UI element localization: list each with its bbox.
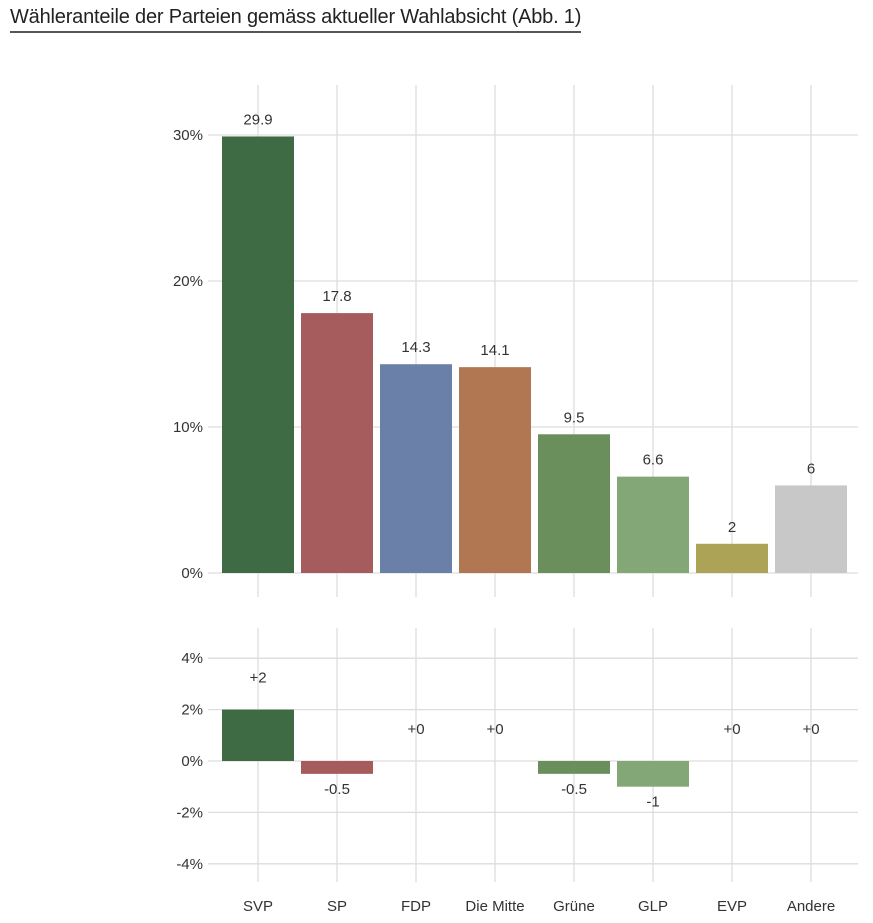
x-tick-label: EVP — [717, 898, 747, 915]
data-label: -0.5 — [324, 781, 350, 798]
data-label: 2 — [728, 519, 736, 536]
x-tick-label: GLP — [638, 898, 668, 915]
data-label: 6.6 — [643, 452, 664, 469]
data-label: 6 — [807, 460, 815, 477]
y-tick-label: 0% — [181, 753, 203, 770]
x-tick-label: FDP — [401, 898, 431, 915]
y-tick-label: 10% — [173, 419, 203, 436]
data-label: +0 — [407, 721, 424, 738]
x-tick-label: SP — [327, 898, 347, 915]
data-label: 29.9 — [243, 111, 272, 128]
y-tick-label: -4% — [176, 856, 203, 873]
y-tick-label: 2% — [181, 702, 203, 719]
data-label: -0.5 — [561, 781, 587, 798]
x-tick-label: Die Mitte — [465, 898, 524, 915]
bar-andere — [775, 485, 847, 573]
data-label: +2 — [249, 670, 266, 687]
data-label: +0 — [802, 721, 819, 738]
y-tick-label: -2% — [176, 804, 203, 821]
bar-glp — [617, 476, 689, 573]
data-label: +0 — [486, 721, 503, 738]
bar-svp — [222, 709, 294, 761]
data-label: 14.1 — [480, 342, 509, 359]
y-tick-label: 4% — [181, 650, 203, 667]
x-tick-label: Grüne — [553, 898, 595, 915]
data-label: 17.8 — [322, 288, 351, 305]
bar-die-mitte — [459, 367, 531, 573]
y-tick-label: 30% — [173, 127, 203, 144]
bar-evp — [696, 543, 768, 573]
data-label: +0 — [723, 721, 740, 738]
bar-grüne — [538, 761, 610, 774]
bar-sp — [301, 313, 373, 573]
y-tick-label: 0% — [181, 565, 203, 582]
data-label: 14.3 — [401, 339, 430, 356]
bar-grüne — [538, 434, 610, 573]
x-tick-label: Andere — [787, 898, 835, 915]
chart-title: Wähleranteile der Parteien gemäss aktuel… — [10, 6, 581, 33]
bar-glp — [617, 761, 689, 787]
data-label: 9.5 — [564, 409, 585, 426]
bar-svp — [222, 136, 294, 573]
bar-fdp — [380, 364, 452, 573]
bar-sp — [301, 761, 373, 774]
x-tick-label: SVP — [243, 898, 273, 915]
y-tick-label: 20% — [173, 273, 203, 290]
data-label: -1 — [646, 794, 659, 811]
